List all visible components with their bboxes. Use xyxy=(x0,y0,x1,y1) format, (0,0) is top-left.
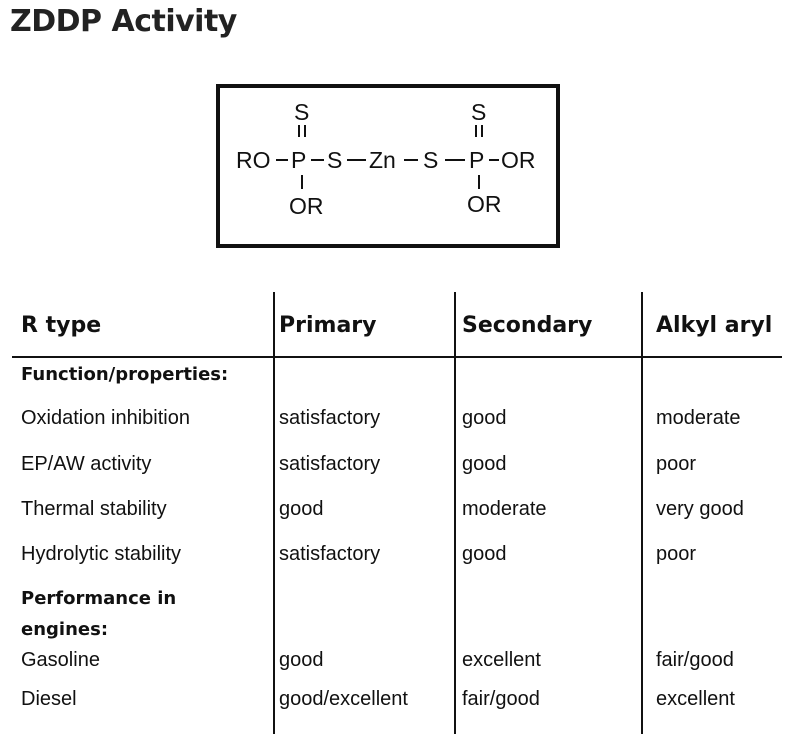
zddp-structure-svg: S S RO P S Zn S P OR OR OR xyxy=(236,99,536,219)
cell-hydrolytic-secondary: good xyxy=(462,543,507,565)
section-label-performance-line2: engines: xyxy=(21,619,109,640)
header-alkyl-aryl: Alkyl aryl xyxy=(656,313,773,338)
row-label-thermal-stability: Thermal stability xyxy=(21,498,167,520)
section-label-performance-line1: Performance in xyxy=(21,588,177,609)
column-divider-3 xyxy=(641,292,643,734)
row-label-diesel: Diesel xyxy=(21,688,77,710)
cell-ep-aw-secondary: good xyxy=(462,453,507,475)
cell-hydrolytic-alkyl-aryl: poor xyxy=(656,543,697,565)
row-label-gasoline: Gasoline xyxy=(21,649,100,671)
cell-thermal-secondary: moderate xyxy=(462,498,547,520)
header-r-type: R type xyxy=(21,313,102,338)
group-or-bottom-right: OR xyxy=(467,191,502,217)
header-secondary: Secondary xyxy=(462,313,593,338)
atom-p-right: P xyxy=(469,147,484,173)
cell-gasoline-secondary: excellent xyxy=(462,649,541,671)
cell-oxidation-secondary: good xyxy=(462,407,507,429)
row-label-oxidation-inhibition: Oxidation inhibition xyxy=(21,407,190,429)
header-divider xyxy=(12,356,782,358)
group-ro-left: RO xyxy=(236,147,271,173)
cell-gasoline-primary: good xyxy=(279,649,324,671)
cell-hydrolytic-primary: satisfactory xyxy=(279,543,381,565)
cell-thermal-alkyl-aryl: very good xyxy=(656,498,744,520)
zddp-properties-table: R type Primary Secondary Alkyl aryl Func… xyxy=(12,292,782,736)
cell-gasoline-alkyl-aryl: fair/good xyxy=(656,649,734,671)
row-label-hydrolytic-stability: Hydrolytic stability xyxy=(21,543,182,565)
cell-thermal-primary: good xyxy=(279,498,324,520)
cell-diesel-secondary: fair/good xyxy=(462,688,540,710)
atom-s-right: S xyxy=(423,147,438,173)
cell-diesel-primary: good/excellent xyxy=(279,688,408,710)
group-or-bottom-left: OR xyxy=(289,193,324,219)
section-label-function-properties: Function/properties: xyxy=(21,364,229,385)
atom-s-left: S xyxy=(327,147,342,173)
cell-oxidation-alkyl-aryl: moderate xyxy=(656,407,741,429)
cell-oxidation-primary: satisfactory xyxy=(279,407,381,429)
group-or-right: OR xyxy=(501,147,536,173)
column-divider-1 xyxy=(273,292,275,734)
atom-p-left: P xyxy=(291,147,306,173)
atom-s-top-right: S xyxy=(471,99,486,125)
column-divider-2 xyxy=(454,292,456,734)
cell-diesel-alkyl-aryl: excellent xyxy=(656,688,735,710)
zddp-structure-diagram: S S RO P S Zn S P OR OR OR xyxy=(216,84,560,248)
atom-s-top-left: S xyxy=(294,99,309,125)
cell-ep-aw-primary: satisfactory xyxy=(279,453,381,475)
header-primary: Primary xyxy=(279,313,377,338)
page-title: ZDDP Activity xyxy=(10,4,237,39)
cell-ep-aw-alkyl-aryl: poor xyxy=(656,453,697,475)
atom-zn: Zn xyxy=(369,147,396,173)
row-label-ep-aw-activity: EP/AW activity xyxy=(21,453,152,475)
